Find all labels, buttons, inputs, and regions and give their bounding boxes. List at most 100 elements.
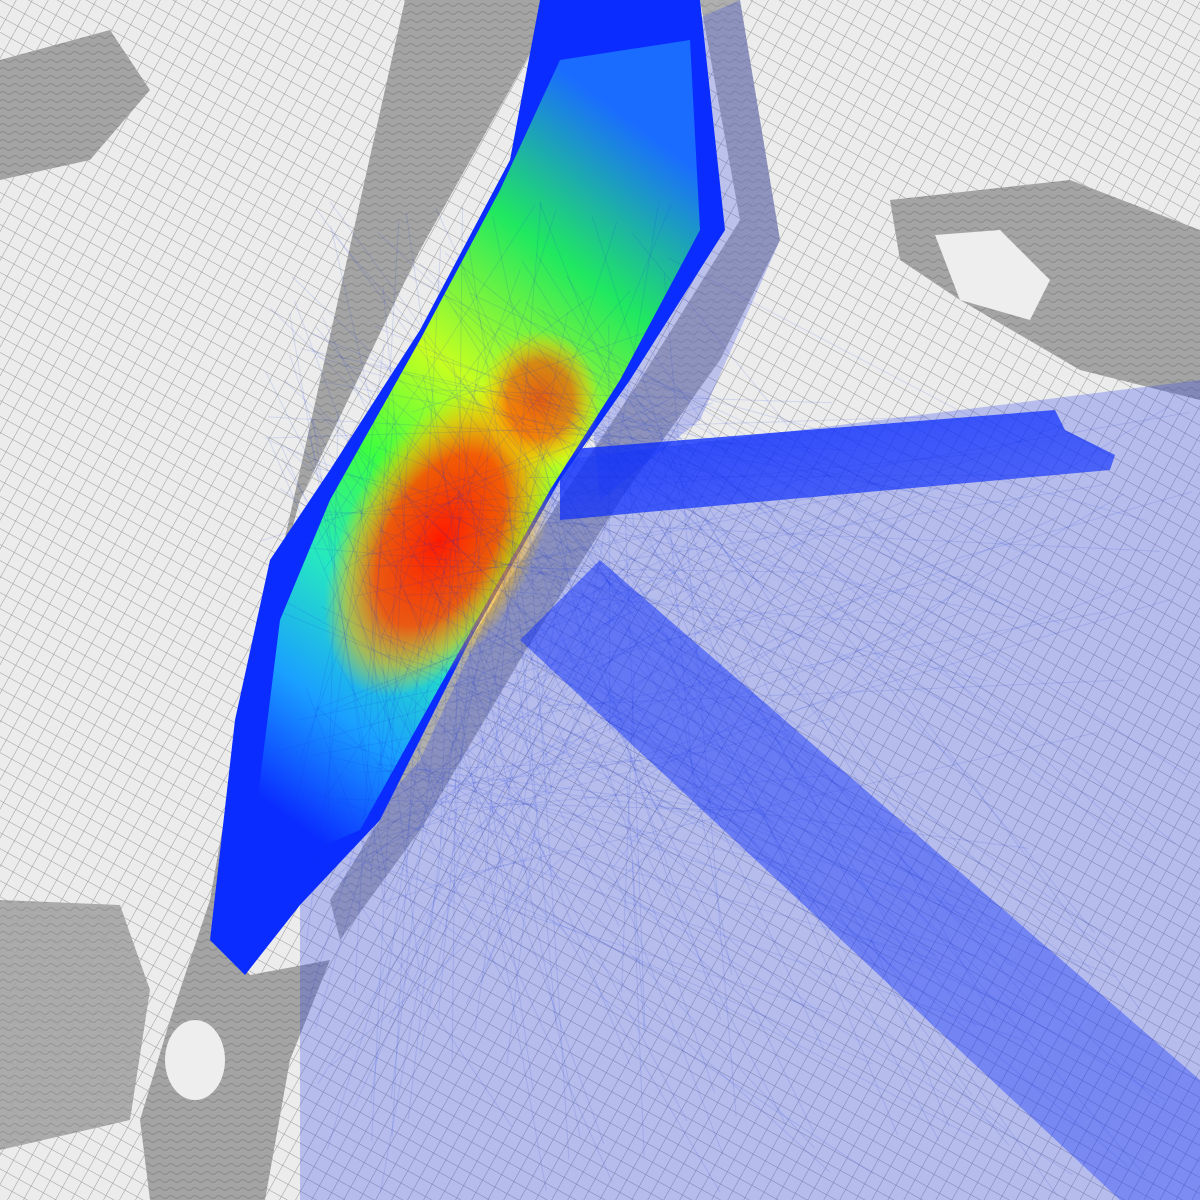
trip-line xyxy=(526,474,1057,478)
trip-line xyxy=(444,463,787,1126)
trip-line xyxy=(375,446,590,528)
trip-line xyxy=(375,850,874,1175)
trip-line xyxy=(536,307,910,536)
trip-line xyxy=(283,379,748,827)
trip-line xyxy=(521,377,701,539)
trip-line xyxy=(330,226,375,417)
trip-line xyxy=(465,850,545,1004)
trip-line xyxy=(537,548,1117,943)
trip-line xyxy=(317,467,1015,619)
trip-line xyxy=(608,324,611,734)
trip-line xyxy=(361,760,641,773)
trip-line xyxy=(434,518,526,580)
trip-line xyxy=(485,395,611,586)
trip-line xyxy=(310,510,1161,552)
trip-line xyxy=(566,275,997,1023)
trip-line xyxy=(439,466,990,692)
trip-line xyxy=(501,333,940,1142)
trip-line xyxy=(331,756,816,873)
trip-line xyxy=(309,332,583,449)
trip-line xyxy=(474,658,529,1032)
trip-line xyxy=(343,416,584,570)
trip-line xyxy=(646,633,1012,967)
trip-line xyxy=(649,801,973,913)
trip-line xyxy=(402,272,919,542)
trip-line xyxy=(538,201,733,696)
trip-line xyxy=(315,706,830,1173)
trip-line xyxy=(281,458,721,1193)
bay xyxy=(0,900,150,1150)
trip-line xyxy=(506,808,538,1065)
trip-line xyxy=(601,441,787,631)
trip-line xyxy=(449,717,605,1145)
trip-line xyxy=(455,375,1004,605)
trip-line xyxy=(277,491,1193,752)
trip-line xyxy=(317,380,922,494)
trip-line xyxy=(314,584,447,1030)
trip-line xyxy=(459,707,547,1191)
trip-line xyxy=(382,286,407,544)
trip-line xyxy=(353,671,559,1108)
trip-line xyxy=(375,609,420,968)
trip-line xyxy=(410,375,519,534)
trip-line xyxy=(391,247,442,1137)
trip-line xyxy=(379,681,483,861)
trip-line xyxy=(370,557,399,883)
trip-line xyxy=(457,475,910,576)
trip-line xyxy=(658,412,1096,933)
trip-line xyxy=(610,722,919,877)
trip-line xyxy=(473,489,1022,1012)
trip-line xyxy=(357,412,1190,558)
trip-line xyxy=(607,566,985,890)
trip-line xyxy=(411,596,495,713)
trip-line xyxy=(460,549,766,660)
trip-line xyxy=(279,488,914,918)
trip-line xyxy=(360,863,517,979)
trip-line xyxy=(265,371,411,661)
trip-line xyxy=(407,495,483,1120)
trip-line xyxy=(331,738,980,958)
trips-layer xyxy=(210,0,1200,1200)
trip-line xyxy=(444,252,1176,845)
trip-line xyxy=(418,845,979,1141)
trip-line xyxy=(665,582,1138,760)
trip-line xyxy=(289,312,386,872)
trip-line xyxy=(627,467,635,526)
trip-line xyxy=(583,201,660,652)
trip-line xyxy=(381,641,406,759)
trip-line xyxy=(338,874,513,1127)
trip-line xyxy=(377,487,598,569)
island xyxy=(935,230,1050,320)
trip-line xyxy=(640,337,1142,1011)
trip-line xyxy=(495,406,1030,1001)
trip-line xyxy=(324,620,610,888)
trip-line xyxy=(457,508,641,520)
trip-line xyxy=(441,668,1166,1100)
trip-line xyxy=(361,564,813,573)
trip-line xyxy=(437,431,491,1019)
trip-line xyxy=(315,208,973,1096)
trip-line xyxy=(488,892,872,1065)
trip-line xyxy=(326,221,618,1150)
trip-line xyxy=(425,625,631,1002)
airport-beam xyxy=(560,410,1115,520)
trip-line xyxy=(466,236,553,791)
trip-line xyxy=(359,499,365,539)
trip-line xyxy=(305,687,373,870)
trip-line xyxy=(648,482,1042,739)
trip-line xyxy=(668,257,1044,456)
trip-line xyxy=(259,402,713,542)
trip-line xyxy=(405,212,534,1092)
trip-line xyxy=(452,459,894,851)
trip-line xyxy=(312,418,385,900)
trip-line xyxy=(289,355,439,809)
trip-line xyxy=(615,725,814,1132)
trip-line xyxy=(616,821,1027,1015)
trip-line xyxy=(484,790,528,875)
trip-line xyxy=(426,811,953,966)
trip-line xyxy=(556,598,1172,781)
trip-line xyxy=(625,776,645,1030)
trip-line xyxy=(386,653,660,730)
